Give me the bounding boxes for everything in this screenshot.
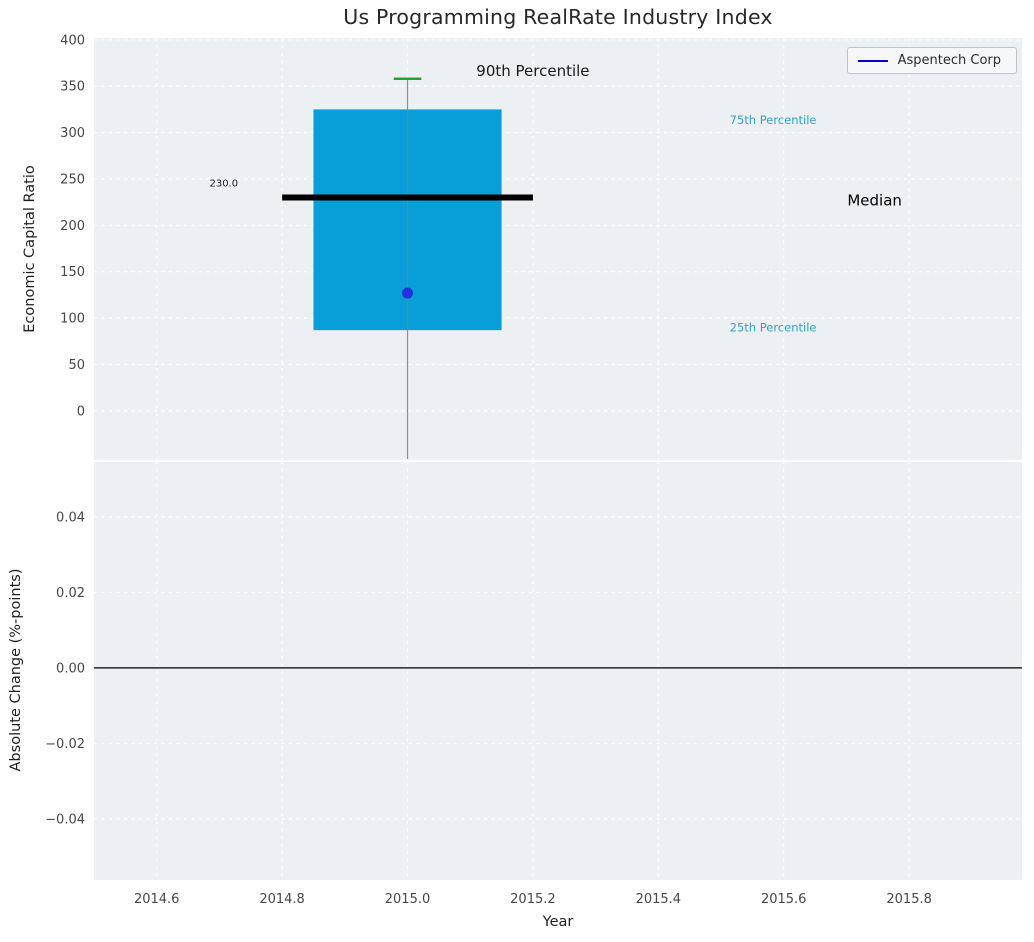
top-plot-area [94, 38, 1022, 460]
bottom-y-tick-label: 0.04 [56, 510, 85, 525]
bottom-y-tick-label: 0.00 [56, 661, 85, 676]
x-tick-label: 2015.4 [636, 892, 682, 907]
top-y-tick-label: 0 [77, 404, 85, 419]
chart-title: Us Programming RealRate Industry Index [343, 5, 773, 29]
top-y-tick-label: 50 [68, 358, 85, 373]
top-y-tick-label: 150 [60, 265, 85, 280]
legend: Aspentech Corp [846, 47, 1017, 74]
annotation-25th-percentile: 25th Percentile [730, 321, 817, 335]
top-y-tick-label: 250 [60, 172, 85, 187]
annotation-75th-percentile: 75th Percentile [730, 113, 817, 127]
x-tick-label: 2015.6 [761, 892, 807, 907]
x-axis-label: Year [542, 914, 574, 930]
top-y-tick-label: 350 [60, 80, 85, 95]
company-point [402, 287, 414, 299]
top-y-tick-label: 100 [60, 312, 85, 327]
bottom-y-tick-label: 0.02 [56, 586, 85, 601]
x-tick-label: 2015.0 [385, 892, 431, 907]
top-y-tick-label: 300 [60, 126, 85, 141]
bottom-y-tick-label: −0.02 [45, 737, 85, 752]
top-y-axis-label: Economic Capital Ratio [22, 165, 38, 333]
bottom-y-axis-label: Absolute Change (%-points) [8, 568, 24, 772]
annotation-230-0: 230.0 [209, 178, 238, 189]
top-y-tick-label: 200 [60, 219, 85, 234]
x-tick-label: 2014.8 [259, 892, 305, 907]
x-tick-label: 2014.6 [134, 892, 180, 907]
bottom-plot-area [94, 462, 1022, 880]
annotation-median: Median [847, 192, 902, 210]
bottom-y-tick-label: −0.04 [45, 812, 85, 827]
legend-line-swatch [857, 59, 888, 62]
x-tick-label: 2015.8 [886, 892, 932, 907]
legend-label: Aspentech Corp [897, 53, 1001, 68]
annotation-90th-percentile: 90th Percentile [476, 62, 589, 80]
x-tick-label: 2015.2 [510, 892, 556, 907]
top-y-tick-label: 400 [60, 33, 85, 48]
